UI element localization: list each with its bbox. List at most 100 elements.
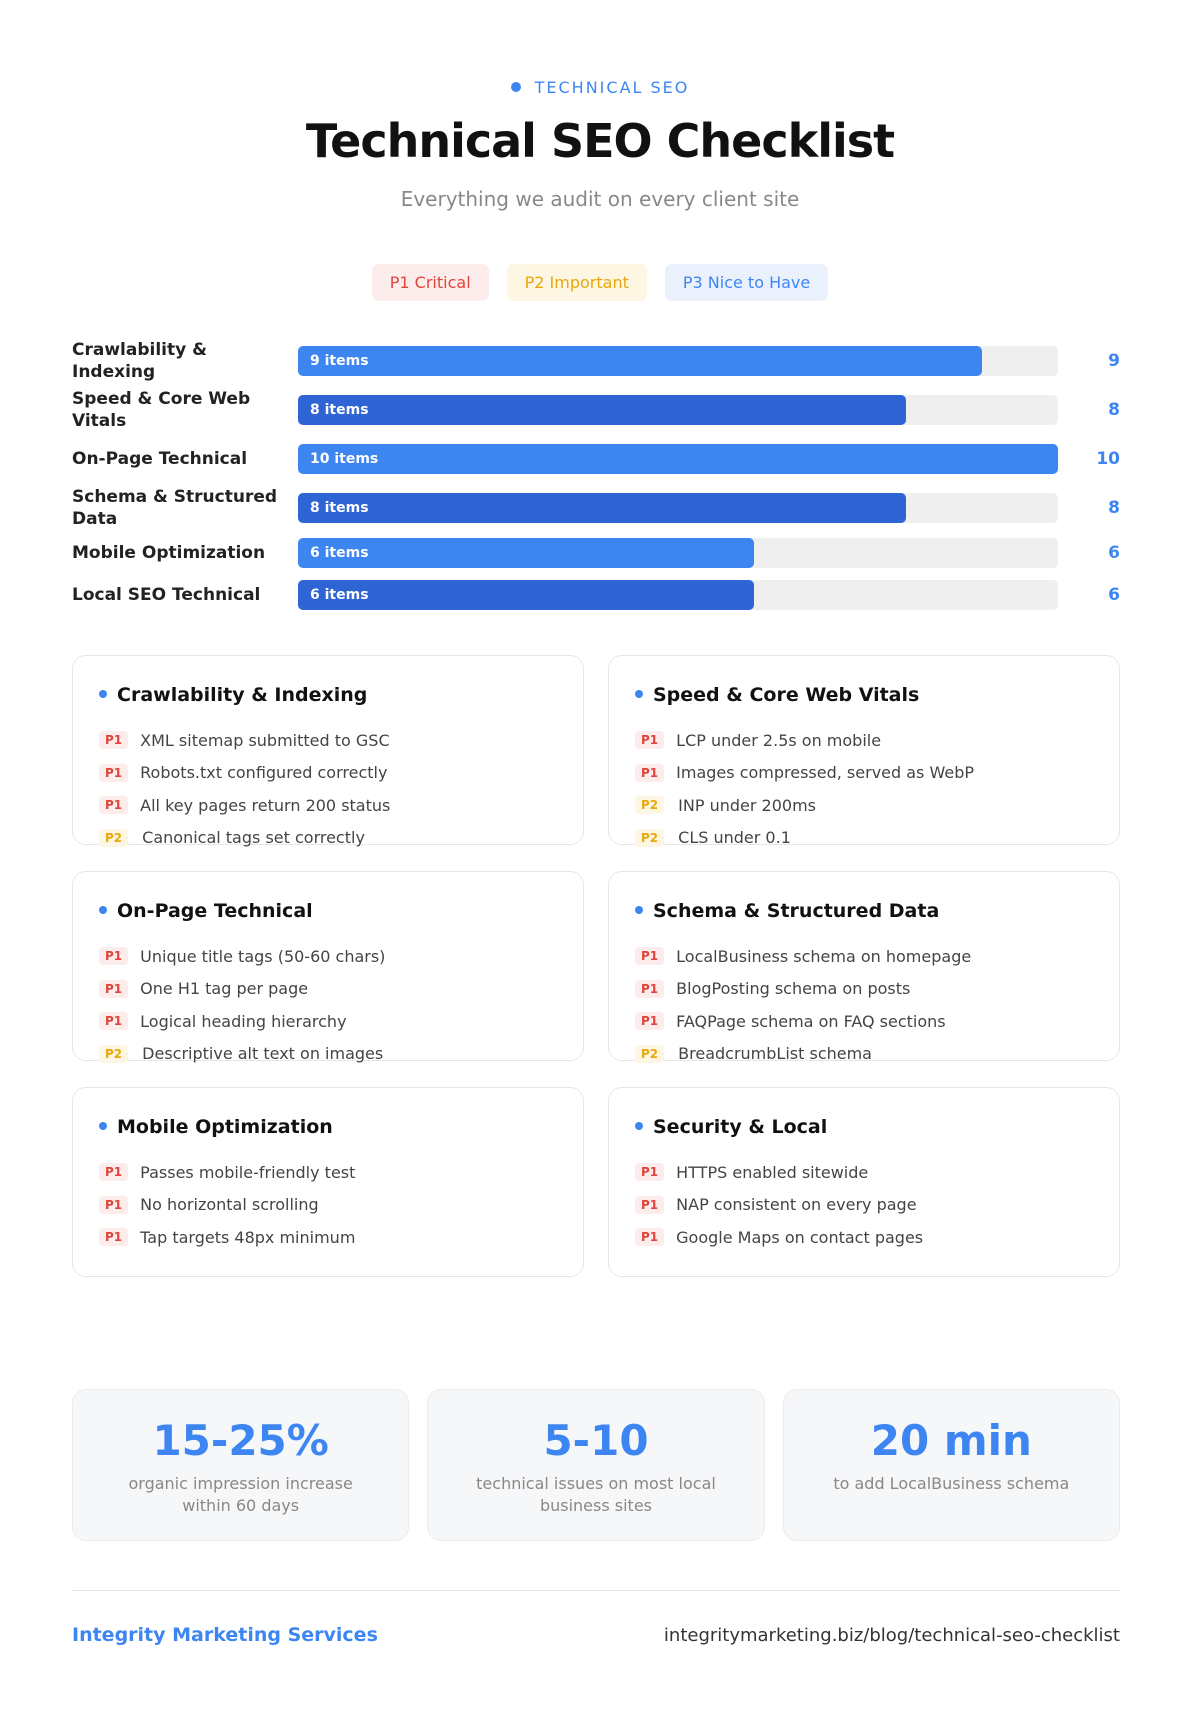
checklist-item: P1 NAP consistent on every page (635, 1189, 1093, 1222)
bar-row: Mobile Optimization 6 items 6 (72, 532, 1120, 574)
stat-label: technical issues on most local business … (476, 1474, 716, 1515)
bar-row: Speed & Core Web Vitals 8 items 8 (72, 385, 1120, 434)
bar-label: 6 items (310, 587, 369, 603)
checklist-item: P2 Canonical tags set correctly (99, 822, 557, 855)
value-label: 8 (1108, 399, 1120, 420)
priority-badge: P1 (99, 1012, 129, 1031)
checklist-card: Schema & Structured Data P1 LocalBusiness … (608, 871, 1120, 1063)
card-title: Mobile Optimization (99, 1116, 557, 1138)
checklist-item: P1 Google Maps on contact pages (635, 1221, 1093, 1254)
bar-row: Local SEO Technical 6 items 6 (72, 574, 1120, 616)
checklist-card: Security & Local P1 HTTPS enabled sitewide… (608, 1087, 1120, 1277)
value-label: 6 (1108, 585, 1120, 605)
bar-label: 10 items (310, 450, 379, 467)
checklist-item: P2 Descriptive alt text on images (99, 1038, 557, 1071)
priority-badge: P2 (99, 1044, 129, 1063)
bar-label: 6 items (310, 545, 369, 561)
bar: 8 items (298, 492, 906, 523)
checklist-item: P1 Logical heading hierarchy (99, 1005, 557, 1038)
priority-badge: P1 (635, 979, 665, 998)
priority-badge: P1 (635, 1195, 665, 1214)
item-text: Images compressed, served as WebP (676, 763, 974, 783)
priority-badge: P2 (635, 1044, 665, 1063)
checklist-card: Mobile Optimization P1 Passes mobile-frien… (72, 1087, 584, 1277)
checklist-card: Crawlability & Indexing P1 XML sitemap sub… (72, 655, 584, 847)
brand: Integrity Marketing Services (72, 1624, 378, 1646)
item-text: No horizontal scrolling (140, 1195, 319, 1215)
card-title: Crawlability & Indexing (99, 684, 557, 706)
stat-value: 15-25% (152, 1416, 329, 1465)
item-text: FAQPage schema on FAQ sections (676, 1011, 946, 1031)
item-text: INP under 200ms (678, 795, 816, 815)
item-text: All key pages return 200 status (140, 795, 391, 815)
checklist-item: P1 LCP under 2.5s on mobile (635, 724, 1093, 757)
priority-badge: P1 (635, 1012, 665, 1031)
stat-value: 20 min (870, 1416, 1032, 1465)
category-label: On-Page Technical (72, 448, 248, 469)
checklist-card: On-Page Technical P1 Unique title tags (50… (72, 871, 584, 1063)
category-label: Local SEO Technical (72, 585, 261, 605)
value-label: 6 (1108, 543, 1120, 563)
checklist-item: P2 CLS under 0.1 (635, 822, 1093, 855)
bar-chart: Crawlability & Indexing 9 items 9 Speed & C… (72, 336, 1120, 616)
url: integritymarketing.biz/blog/technical-se… (663, 1625, 1120, 1646)
legend-pill: P1 Critical (371, 264, 489, 301)
priority-badge: P1 (635, 763, 665, 782)
checklist-item: P1 All key pages return 200 status (99, 789, 557, 822)
checklist-item: P1 Unique title tags (50-60 chars) (99, 940, 557, 973)
checklist-item: P1 Tap targets 48px minimum (99, 1221, 557, 1254)
bar-label: 8 items (310, 401, 369, 418)
card-title: On-Page Technical (99, 900, 557, 922)
priority-badge: P1 (99, 1195, 129, 1214)
category-label: Mobile Optimization (72, 543, 266, 563)
divider (72, 1590, 1120, 1591)
priority-badge: P2 (99, 828, 129, 847)
stat-card: 5-10 technical issues on most local busin… (427, 1389, 765, 1541)
checklist-item: P1 Passes mobile-friendly test (99, 1156, 557, 1189)
title: Technical SEO Checklist (305, 114, 895, 168)
eyebrow: TECHNICAL SEO (0, 78, 1200, 97)
cards: Crawlability & Indexing P1 XML sitemap sub… (72, 655, 1120, 1277)
stat-label: to add LocalBusiness schema (833, 1474, 1070, 1493)
card-title: Security & Local (635, 1116, 1093, 1138)
priority-badge: P1 (99, 1228, 129, 1247)
priority-badge: P1 (99, 979, 129, 998)
item-text: HTTPS enabled sitewide (676, 1162, 869, 1182)
category-label: Speed & Core Web Vitals (72, 388, 251, 431)
stat-card: 20 min to add LocalBusiness schema (782, 1389, 1120, 1541)
bar-track: 8 items (298, 394, 1058, 425)
bar: 6 items (298, 580, 754, 610)
checklist-item: P1 BlogPosting schema on posts (635, 973, 1093, 1006)
checklist-item: P1 One H1 tag per page (99, 973, 557, 1006)
stat-value: 5-10 (543, 1416, 649, 1465)
bar-label: 8 items (310, 499, 369, 516)
category-label: Crawlability & Indexing (72, 339, 207, 382)
bar-row: Crawlability & Indexing 9 items 9 (72, 336, 1120, 385)
item-text: Tap targets 48px minimum (140, 1227, 356, 1247)
value-label: 8 (1108, 497, 1120, 518)
category-label: Schema & Structured Data (72, 486, 278, 529)
bar-row: Schema & Structured Data 8 items 8 (72, 483, 1120, 532)
bar: 6 items (298, 538, 754, 568)
checklist-item: P1 XML sitemap submitted to GSC (99, 724, 557, 757)
stat-label: organic impression increase within 60 da… (128, 1474, 353, 1515)
bar: 10 items (298, 443, 1058, 474)
bar-track: 6 items (298, 538, 1058, 568)
item-text: Google Maps on contact pages (676, 1227, 924, 1247)
priority-badge: P1 (99, 947, 129, 966)
stat-card: 15-25% organic impression increase within… (72, 1389, 410, 1541)
bar-label: 9 items (310, 352, 369, 369)
item-text: CLS under 0.1 (678, 828, 791, 848)
legend-pill: P2 Important (506, 264, 647, 301)
priority-badge: P1 (635, 1228, 665, 1247)
item-text: XML sitemap submitted to GSC (140, 730, 390, 750)
item-text: Logical heading hierarchy (140, 1011, 347, 1031)
bar: 8 items (298, 394, 906, 425)
item-text: Descriptive alt text on images (142, 1044, 384, 1064)
item-text: One H1 tag per page (140, 979, 309, 999)
priority-badge: P1 (635, 947, 665, 966)
item-text: Robots.txt configured correctly (140, 763, 388, 783)
item-text: Unique title tags (50-60 chars) (140, 946, 386, 966)
priority-badge: P1 (99, 1163, 129, 1182)
